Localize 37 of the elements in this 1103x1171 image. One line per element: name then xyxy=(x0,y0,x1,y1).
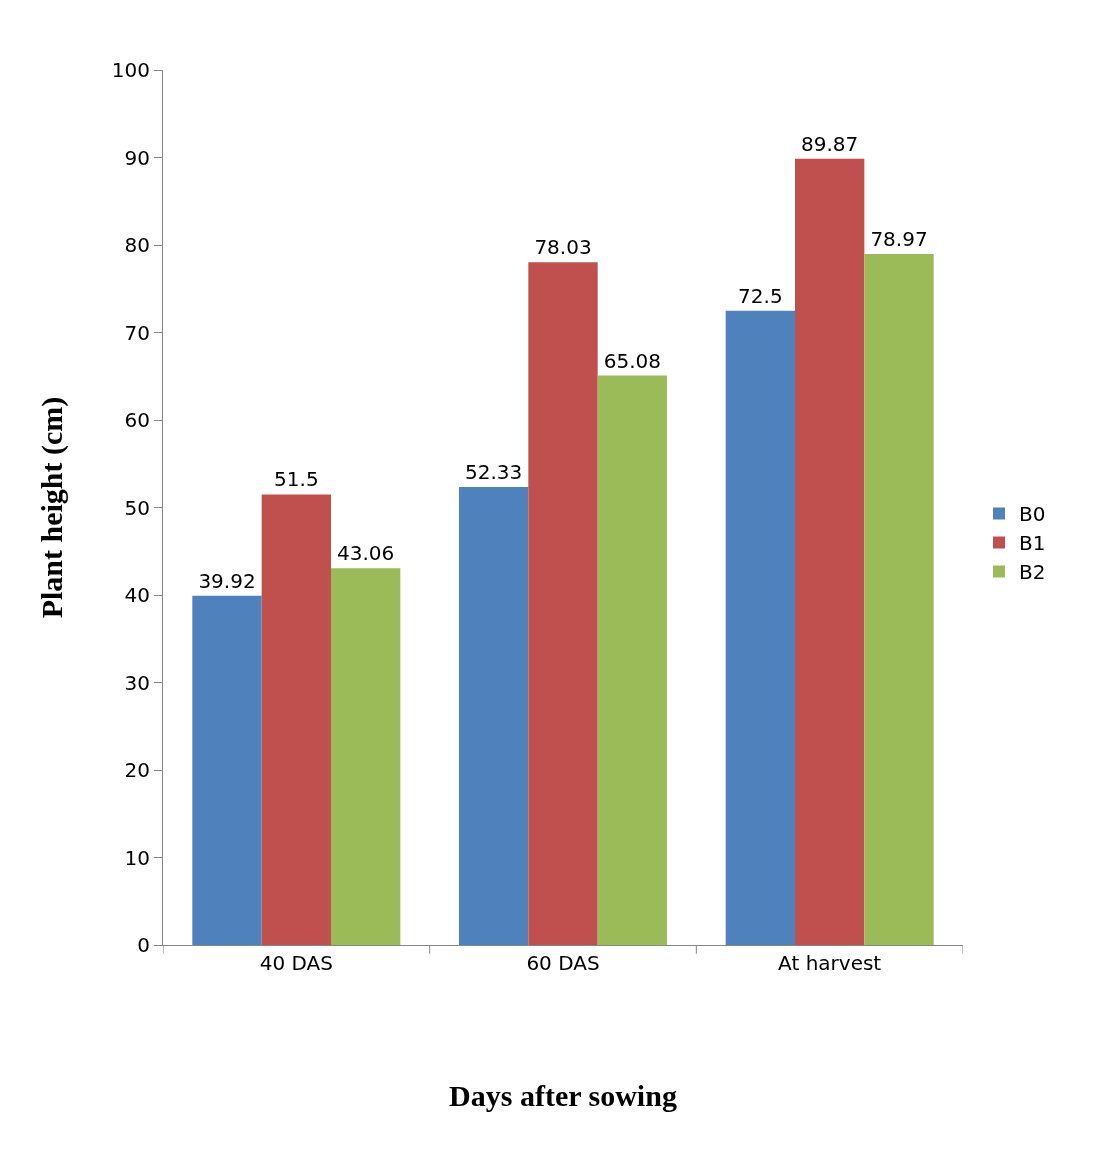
bar xyxy=(725,310,795,945)
data-label: 72.5 xyxy=(738,283,783,308)
y-tick-label: 70 xyxy=(124,320,150,345)
data-label: 39.92 xyxy=(198,568,256,593)
bar xyxy=(597,375,667,945)
y-tick-label: 60 xyxy=(124,408,150,432)
legend-label: B1 xyxy=(1019,531,1046,556)
data-label: 89.87 xyxy=(801,131,859,156)
y-tick-label: 10 xyxy=(124,845,150,870)
data-label: 78.97 xyxy=(870,227,928,252)
bar xyxy=(528,262,598,945)
y-tick-label: 80 xyxy=(124,233,150,257)
data-label: 51.5 xyxy=(274,467,319,492)
bar xyxy=(459,487,529,945)
y-axis-title: Plant height (cm) xyxy=(34,396,69,619)
x-tick-label: 40 DAS xyxy=(259,951,333,975)
data-label: 52.33 xyxy=(465,460,523,485)
bar xyxy=(261,494,331,945)
y-tick-label: 90 xyxy=(124,145,150,170)
x-tick-label: At harvest xyxy=(778,951,882,975)
bar xyxy=(795,158,865,945)
x-axis-title: Days after sowing xyxy=(449,1078,677,1112)
bar xyxy=(331,568,401,945)
legend-label: B2 xyxy=(1019,560,1046,585)
bar xyxy=(864,254,934,945)
y-tick-label: 0 xyxy=(137,933,150,957)
data-label: 43.06 xyxy=(337,541,395,566)
y-tick-label: 100 xyxy=(111,58,150,82)
bar xyxy=(192,595,262,945)
y-tick-label: 30 xyxy=(124,670,150,695)
data-label: 78.03 xyxy=(534,235,592,260)
x-tick-label: 60 DAS xyxy=(526,951,600,975)
y-tick-label: 20 xyxy=(124,758,150,782)
y-tick-label: 40 xyxy=(124,583,150,607)
legend-label: B0 xyxy=(1019,502,1046,527)
data-label: 65.08 xyxy=(603,348,661,373)
y-tick-label: 50 xyxy=(124,495,150,520)
